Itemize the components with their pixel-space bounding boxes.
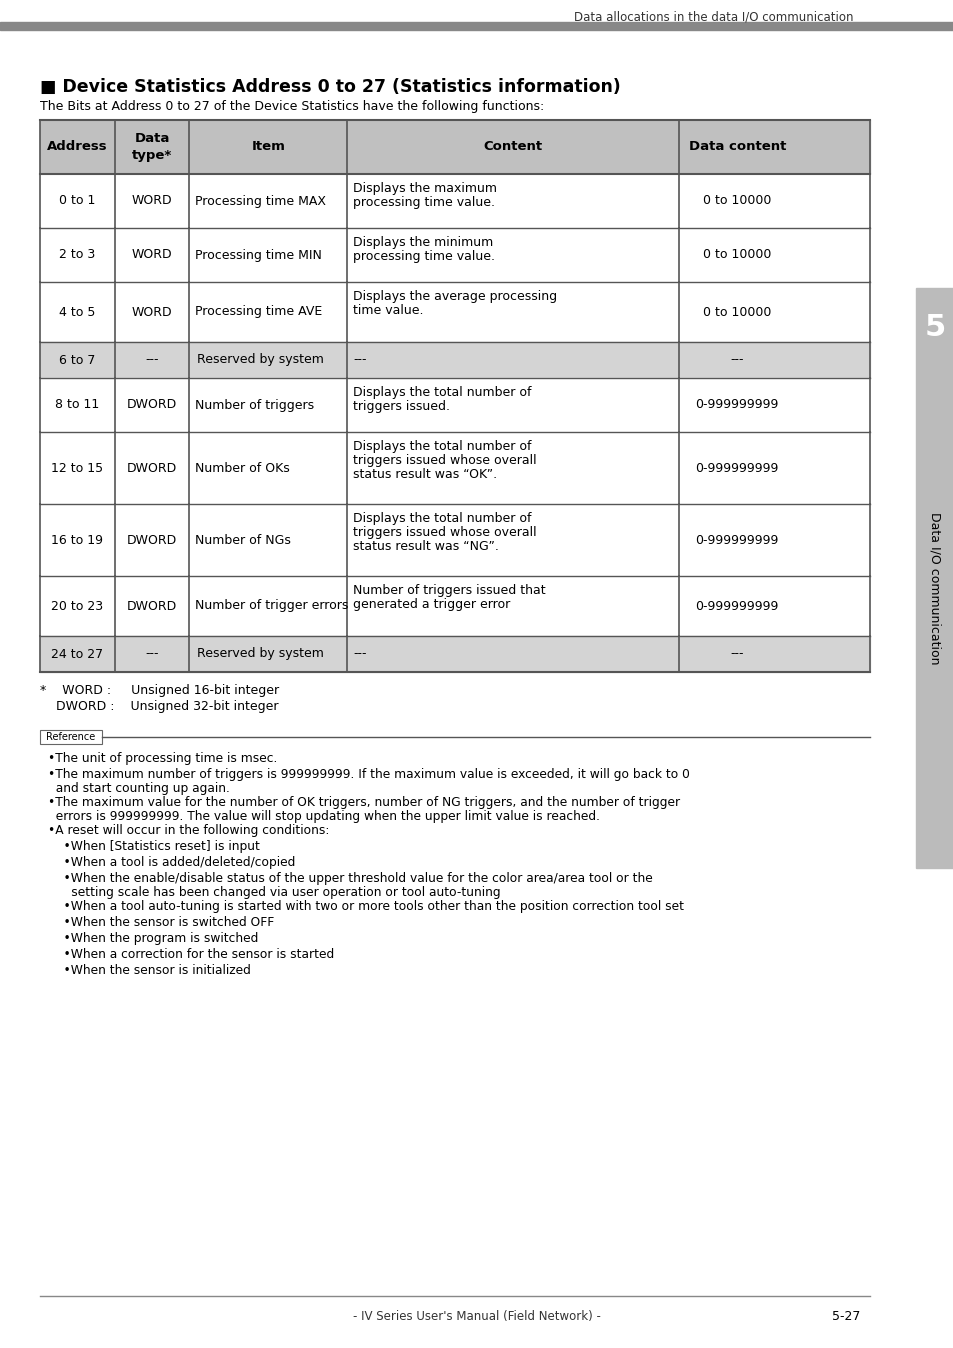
Bar <box>40 282 869 342</box>
Text: errors is 999999999. The value will stop updating when the upper limit value is : errors is 999999999. The value will stop… <box>48 810 599 824</box>
Text: •When a tool is added/deleted/copied: •When a tool is added/deleted/copied <box>48 856 295 869</box>
Text: 0-999999999: 0-999999999 <box>695 461 778 474</box>
Text: Displays the total number of: Displays the total number of <box>353 512 531 524</box>
Text: ---: --- <box>353 647 366 661</box>
Text: Data I/O communication: Data I/O communication <box>927 512 941 665</box>
Text: Reserved by system: Reserved by system <box>197 353 324 367</box>
Text: 2 to 3: 2 to 3 <box>59 248 95 262</box>
Text: •The maximum value for the number of OK triggers, number of NG triggers, and the: •The maximum value for the number of OK … <box>48 797 679 809</box>
Text: triggers issued.: triggers issued. <box>353 400 450 412</box>
Text: WORD: WORD <box>132 194 172 208</box>
Text: 0 to 10000: 0 to 10000 <box>702 194 771 208</box>
Text: 0-999999999: 0-999999999 <box>695 399 778 411</box>
Text: 8 to 11: 8 to 11 <box>55 399 99 411</box>
Text: Displays the minimum: Displays the minimum <box>353 236 493 249</box>
Text: processing time value.: processing time value. <box>353 249 495 263</box>
Bar <box>40 576 869 636</box>
Text: 12 to 15: 12 to 15 <box>51 461 103 474</box>
Text: 5: 5 <box>923 314 944 342</box>
Text: time value.: time value. <box>353 305 423 317</box>
Text: ■ Device Statistics Address 0 to 27 (Statistics information): ■ Device Statistics Address 0 to 27 (Sta… <box>40 78 620 96</box>
Text: Item: Item <box>251 140 285 154</box>
Text: ---: --- <box>145 647 158 661</box>
Bar <box>40 377 869 431</box>
Text: •When the sensor is switched OFF: •When the sensor is switched OFF <box>48 917 274 929</box>
Bar <box>0 22 953 30</box>
Text: 4 to 5: 4 to 5 <box>59 306 95 318</box>
Text: 0 to 1: 0 to 1 <box>59 194 95 208</box>
Text: Displays the total number of: Displays the total number of <box>353 386 531 399</box>
Text: •A reset will occur in the following conditions:: •A reset will occur in the following con… <box>48 824 329 837</box>
Text: 0-999999999: 0-999999999 <box>695 600 778 612</box>
Text: setting scale has been changed via user operation or tool auto-tuning: setting scale has been changed via user … <box>48 886 500 899</box>
Text: WORD: WORD <box>132 248 172 262</box>
Text: ---: --- <box>353 353 366 367</box>
Text: DWORD: DWORD <box>127 600 177 612</box>
Text: DWORD: DWORD <box>127 461 177 474</box>
Text: •The maximum number of triggers is 999999999. If the maximum value is exceeded, : •The maximum number of triggers is 99999… <box>48 768 689 780</box>
Bar <box>40 504 869 576</box>
Bar <box>40 120 869 174</box>
Text: Number of trigger errors: Number of trigger errors <box>195 600 349 612</box>
Text: •The unit of processing time is msec.: •The unit of processing time is msec. <box>48 752 277 766</box>
Text: processing time value.: processing time value. <box>353 195 495 209</box>
Text: •When the sensor is initialized: •When the sensor is initialized <box>48 964 251 977</box>
Text: The Bits at Address 0 to 27 of the Device Statistics have the following function: The Bits at Address 0 to 27 of the Devic… <box>40 100 543 113</box>
Text: Data
type*: Data type* <box>132 132 172 162</box>
Bar <box>40 228 869 282</box>
Text: 24 to 27: 24 to 27 <box>51 647 103 661</box>
Bar <box>40 731 102 744</box>
Bar <box>40 636 869 673</box>
Text: generated a trigger error: generated a trigger error <box>353 599 510 611</box>
Text: 0 to 10000: 0 to 10000 <box>702 306 771 318</box>
Text: •When the enable/disable status of the upper threshold value for the color area/: •When the enable/disable status of the u… <box>48 872 652 886</box>
Text: ---: --- <box>730 353 743 367</box>
Text: DWORD :    Unsigned 32-bit integer: DWORD : Unsigned 32-bit integer <box>40 700 278 713</box>
Text: 20 to 23: 20 to 23 <box>51 600 103 612</box>
Text: Data content: Data content <box>688 140 785 154</box>
Text: Number of triggers issued that: Number of triggers issued that <box>353 584 545 597</box>
Text: Reserved by system: Reserved by system <box>197 647 324 661</box>
Text: Number of OKs: Number of OKs <box>195 461 290 474</box>
Text: Number of triggers: Number of triggers <box>195 399 314 411</box>
Text: Number of NGs: Number of NGs <box>195 534 291 546</box>
Bar <box>40 174 869 228</box>
Text: Displays the maximum: Displays the maximum <box>353 182 497 195</box>
Text: 5-27: 5-27 <box>831 1310 859 1322</box>
Text: triggers issued whose overall: triggers issued whose overall <box>353 454 537 466</box>
Bar <box>40 431 869 504</box>
Text: •When a correction for the sensor is started: •When a correction for the sensor is sta… <box>48 948 334 961</box>
Text: *    WORD :     Unsigned 16-bit integer: * WORD : Unsigned 16-bit integer <box>40 683 279 697</box>
Text: status result was “OK”.: status result was “OK”. <box>353 468 497 481</box>
Text: 0 to 10000: 0 to 10000 <box>702 248 771 262</box>
Text: DWORD: DWORD <box>127 534 177 546</box>
Text: Address: Address <box>47 140 108 154</box>
Text: status result was “NG”.: status result was “NG”. <box>353 541 498 553</box>
Text: 6 to 7: 6 to 7 <box>59 353 95 367</box>
Text: Displays the total number of: Displays the total number of <box>353 439 531 453</box>
Text: WORD: WORD <box>132 306 172 318</box>
Text: - IV Series User's Manual (Field Network) -: - IV Series User's Manual (Field Network… <box>353 1310 600 1322</box>
Text: triggers issued whose overall: triggers issued whose overall <box>353 526 537 539</box>
Text: ---: --- <box>145 353 158 367</box>
Text: DWORD: DWORD <box>127 399 177 411</box>
Text: 16 to 19: 16 to 19 <box>51 534 103 546</box>
Text: •When the program is switched: •When the program is switched <box>48 931 258 945</box>
Text: 0-999999999: 0-999999999 <box>695 534 778 546</box>
Text: •When [Statistics reset] is input: •When [Statistics reset] is input <box>48 840 259 853</box>
Bar <box>40 342 869 377</box>
Text: Displays the average processing: Displays the average processing <box>353 290 557 303</box>
Text: Content: Content <box>483 140 542 154</box>
Text: Processing time MAX: Processing time MAX <box>195 194 326 208</box>
Text: Data allocations in the data I/O communication: Data allocations in the data I/O communi… <box>574 11 853 24</box>
Bar <box>915 288 953 868</box>
Text: and start counting up again.: and start counting up again. <box>48 782 230 795</box>
Text: ---: --- <box>730 647 743 661</box>
Text: Reference: Reference <box>47 732 95 741</box>
Text: Processing time MIN: Processing time MIN <box>195 248 322 262</box>
Text: •When a tool auto-tuning is started with two or more tools other than the positi: •When a tool auto-tuning is started with… <box>48 900 683 913</box>
Text: Processing time AVE: Processing time AVE <box>195 306 322 318</box>
